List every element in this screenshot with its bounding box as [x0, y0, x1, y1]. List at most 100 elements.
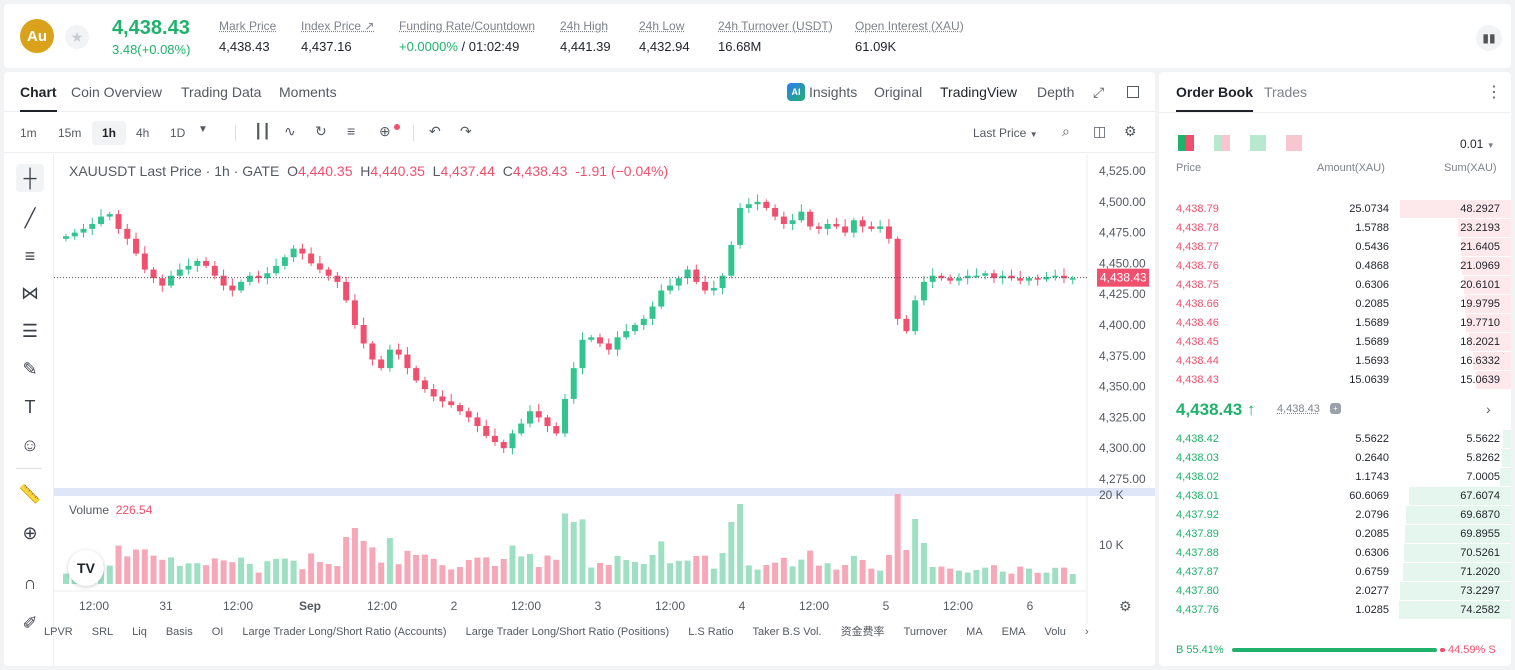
ask-row[interactable]: 4,438.76 0.4868 21.0969 — [1159, 257, 1511, 276]
bid-row[interactable]: 4,438.03 0.2640 5.8262 — [1159, 449, 1511, 468]
indicator-8[interactable]: Taker B.S Vol. — [752, 626, 822, 638]
timeframe-1h[interactable]: 1h — [92, 121, 127, 145]
emoji-icon[interactable]: ☺ — [20, 434, 40, 455]
candle-body — [632, 325, 639, 332]
indicator-11[interactable]: MA — [966, 626, 983, 638]
bid-row[interactable]: 4,437.89 0.2085 69.8955 — [1159, 525, 1511, 544]
crosshair-icon[interactable]: ┼ — [16, 164, 44, 192]
precision-select[interactable]: 0.01 ▼ — [1460, 137, 1495, 151]
volume-bar — [938, 566, 945, 584]
fib-icon[interactable]: ☰ — [21, 320, 39, 341]
camera-icon[interactable]: ◫ — [1093, 123, 1107, 139]
magnet-icon[interactable]: ∩ — [23, 572, 37, 593]
text-tool-icon[interactable]: T — [24, 396, 36, 417]
price-chart[interactable]: 4,525.00 4,500.00 4,475.00 4,450.00 4,425.00… — [54, 154, 1155, 624]
brush-icon[interactable]: ✎ — [22, 358, 38, 379]
fullscreen-icon[interactable] — [1127, 86, 1139, 98]
indicator-7[interactable]: L.S Ratio — [688, 626, 734, 638]
book-icon[interactable]: ▮▮ — [1476, 25, 1502, 51]
tab-insights[interactable]: Insights — [809, 84, 858, 100]
zoom-in-icon[interactable]: ⊕ — [22, 522, 38, 543]
tab-tradingview[interactable]: TradingView — [940, 84, 1018, 100]
pencil-icon[interactable]: ✐ — [22, 612, 38, 633]
indicator-6[interactable]: Large Trader Long/Short Ratio (Positions… — [465, 626, 670, 638]
refresh-icon[interactable]: ↻ — [315, 123, 327, 139]
asks-only-icon[interactable] — [1286, 135, 1302, 151]
tab-trading-data[interactable]: Trading Data — [181, 84, 262, 100]
ask-row[interactable]: 4,438.66 0.2085 19.9795 — [1159, 295, 1511, 314]
chevron-right-icon[interactable]: › — [1084, 626, 1089, 638]
bid-row[interactable]: 4,438.01 60.6069 67.6074 — [1159, 487, 1511, 506]
ask-row[interactable]: 4,438.79 25.0734 48.2927 — [1159, 200, 1511, 219]
horizontal-lines-icon[interactable]: ≡ — [24, 245, 36, 266]
candle-body — [404, 354, 411, 369]
chevron-down-icon[interactable]: ▼ — [198, 124, 208, 135]
tab-trades[interactable]: Trades — [1264, 84, 1308, 100]
bid-row[interactable]: 4,438.02 1.1743 7.0005 — [1159, 468, 1511, 487]
search-icon[interactable]: ⌕ — [1062, 123, 1070, 139]
indicator-2[interactable]: Liq — [132, 626, 147, 638]
tab-original[interactable]: Original — [874, 84, 923, 100]
price-cell: 4,437.89 — [1176, 528, 1219, 540]
candle-body — [929, 275, 936, 282]
both-sides-view-icon[interactable] — [1178, 135, 1194, 151]
volume-bar — [413, 555, 420, 584]
stat-index-price[interactable]: Index Price ↗ 4,437.16 — [301, 19, 375, 54]
tab-depth[interactable]: Depth — [1037, 84, 1075, 100]
price-type-select[interactable]: Last Price ▼ — [973, 126, 1038, 140]
indicators-icon[interactable]: ∿ — [284, 123, 296, 139]
split-view-icon[interactable] — [1214, 135, 1230, 151]
bid-row[interactable]: 4,438.42 5.5622 5.5622 — [1159, 430, 1511, 449]
bid-row[interactable]: 4,437.76 1.0285 74.2582 — [1159, 601, 1511, 620]
indicator-3[interactable]: Basis — [165, 626, 193, 638]
more-icon[interactable]: ⋮ — [1486, 84, 1502, 101]
template-icon[interactable]: ≡ — [347, 123, 356, 139]
ask-row[interactable]: 4,438.78 1.5788 23.2193 — [1159, 219, 1511, 238]
timeframe-4h[interactable]: 4h — [136, 126, 150, 140]
chevron-right-icon[interactable]: › — [1486, 401, 1491, 417]
volume-bar — [702, 555, 709, 584]
tab-moments[interactable]: Moments — [279, 84, 337, 100]
bid-row[interactable]: 4,437.80 2.0277 73.2297 — [1159, 582, 1511, 601]
indicator-10[interactable]: Turnover — [903, 626, 948, 638]
gear-icon[interactable]: ⚙ — [1124, 123, 1137, 139]
ruler-icon[interactable]: 📏 — [18, 483, 42, 504]
tab-chart[interactable]: Chart — [20, 84, 57, 112]
bids-only-icon[interactable] — [1250, 135, 1266, 151]
ask-row[interactable]: 4,438.46 1.5689 19.7710 — [1159, 314, 1511, 333]
candlestick-type-icon[interactable]: ┃┃ — [254, 123, 271, 139]
timeframe-1d[interactable]: 1D — [170, 126, 186, 140]
candle-body — [737, 207, 744, 245]
favorite-star-icon[interactable]: ★ — [65, 25, 89, 49]
undo-icon[interactable]: ↶ — [429, 123, 441, 139]
indicator-5[interactable]: Large Trader Long/Short Ratio (Accounts) — [242, 626, 447, 638]
settings-gear-icon[interactable]: ⚙ — [1119, 599, 1132, 615]
indicator-4[interactable]: OI — [211, 626, 224, 638]
bid-row[interactable]: 4,437.87 0.6759 71.2020 — [1159, 563, 1511, 582]
indicator-0[interactable]: LPVR — [44, 626, 73, 638]
candle-body — [80, 228, 87, 233]
ask-row[interactable]: 4,438.45 1.5689 18.2021 — [1159, 333, 1511, 352]
trend-line-icon[interactable]: ╱ — [24, 207, 36, 228]
redo-icon[interactable]: ↷ — [460, 123, 472, 139]
ask-row[interactable]: 4,438.77 0.5436 21.6405 — [1159, 238, 1511, 257]
ask-row[interactable]: 4,438.44 1.5693 16.6332 — [1159, 352, 1511, 371]
candle-body — [745, 204, 752, 208]
indicator-13[interactable]: Volu — [1044, 626, 1066, 638]
expand-icon[interactable]: ⤢ — [1093, 84, 1105, 100]
indicator-1[interactable]: SRL — [91, 626, 114, 638]
add-alert-icon[interactable]: ⊕ — [379, 123, 391, 139]
indicator-12[interactable]: EMA — [1001, 626, 1026, 638]
amount-cell: 0.5436 — [1355, 241, 1389, 253]
bid-row[interactable]: 4,437.92 2.0796 69.6870 — [1159, 506, 1511, 525]
timeframe-15m[interactable]: 15m — [58, 126, 82, 140]
ask-row[interactable]: 4,438.75 0.6306 20.6101 — [1159, 276, 1511, 295]
timeframe-1m[interactable]: 1m — [20, 126, 37, 140]
indicator-9[interactable]: 资金费率 — [840, 626, 885, 638]
volume-bar — [439, 565, 446, 584]
tab-order-book[interactable]: Order Book — [1176, 84, 1254, 112]
pattern-icon[interactable]: ⋈ — [21, 282, 39, 303]
bid-row[interactable]: 4,437.88 0.6306 70.5261 — [1159, 544, 1511, 563]
ask-row[interactable]: 4,438.43 15.0639 15.0639 — [1159, 371, 1511, 390]
tab-coin-overview[interactable]: Coin Overview — [71, 84, 163, 100]
